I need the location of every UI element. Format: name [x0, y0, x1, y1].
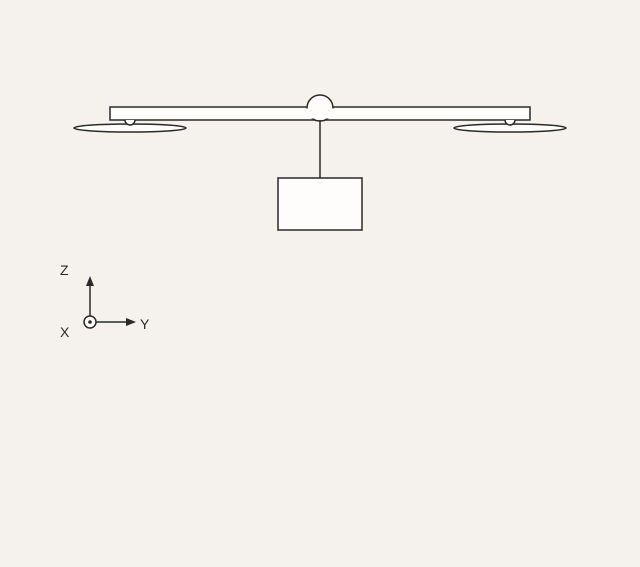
beam-mask	[112, 109, 529, 119]
y-axis-label: Y	[140, 316, 149, 332]
right-joint	[505, 120, 515, 125]
diagram-canvas	[0, 0, 640, 567]
x-axis-label: X	[60, 324, 69, 340]
x-axis-out-dot	[88, 320, 92, 324]
y-axis-arrowhead	[126, 318, 136, 326]
z-axis-label: Z	[60, 262, 69, 278]
left-joint	[125, 120, 135, 125]
z-axis-arrowhead	[86, 276, 94, 286]
pendulum-box	[278, 178, 362, 230]
